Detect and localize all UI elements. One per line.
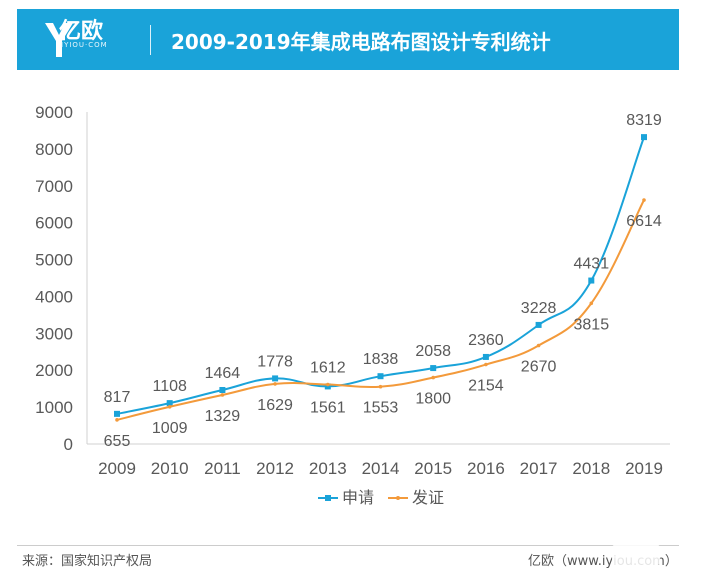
data-label: 6614 (626, 213, 662, 230)
x-tick-label: 2015 (414, 459, 452, 478)
series-point-grant (484, 362, 488, 367)
logo-subtitle: IYIOU·COM (61, 41, 108, 49)
data-label: 8319 (626, 112, 662, 129)
x-tick-label: 2018 (572, 459, 610, 478)
series-point-grant (167, 404, 172, 409)
series-line-0 (116, 136, 645, 415)
y-tick-label: 0 (64, 435, 73, 454)
x-tick-label: 2010 (151, 459, 189, 478)
series-point-apply (166, 400, 173, 407)
y-tick-label: 5000 (35, 251, 73, 270)
series-point-apply (641, 134, 647, 141)
series-point-apply (535, 321, 542, 328)
data-label: 4431 (574, 256, 610, 273)
data-label: 1561 (310, 399, 346, 416)
data-label: 1778 (257, 353, 293, 370)
data-label: 1329 (205, 408, 241, 425)
page-title: 2009-2019年集成电路布图设计专利统计 (171, 30, 551, 54)
y-tick-label: 9000 (35, 103, 73, 122)
y-tick-label: 3000 (35, 324, 73, 343)
y-tick-label: 2000 (35, 361, 73, 380)
header-banner: 亿欧 IYIOU·COM 2009-2019年集成电路布图设计专利统计 (17, 9, 679, 70)
series-point-apply (588, 277, 595, 284)
x-tick-label: 2009 (98, 459, 136, 478)
data-label: 1612 (310, 360, 346, 377)
data-label: 1553 (363, 400, 399, 417)
y-tick-label: 7000 (35, 177, 73, 196)
data-label: 3815 (574, 316, 610, 333)
y-tick-label: 6000 (35, 214, 73, 233)
data-label: 3228 (521, 300, 557, 317)
series-point-grant (431, 375, 436, 380)
data-label: 817 (104, 389, 131, 406)
series-point-apply (324, 383, 331, 390)
data-label: 2360 (468, 332, 504, 349)
data-label: 1009 (152, 420, 188, 437)
y-tick-label: 1000 (35, 398, 73, 417)
legend-label-apply: 申请 (342, 489, 374, 507)
watermark-overlay (612, 543, 660, 567)
series-line-1 (116, 199, 645, 421)
line-chart: 0 1000 2000 3000 4000 5000 6000 7000 8000 9000 200… (35, 103, 670, 507)
data-label: 1108 (152, 378, 187, 395)
data-label: 2058 (415, 343, 451, 360)
series-point-apply (272, 375, 279, 382)
series-point-apply (482, 353, 489, 360)
data-label: 1800 (415, 391, 451, 408)
series-point-grant (115, 418, 119, 422)
data-label: 1838 (363, 351, 399, 368)
legend-label-grant: 发证 (412, 489, 444, 507)
series-point-grant (326, 382, 330, 387)
series-point-apply (219, 386, 226, 393)
series-point-apply (377, 373, 384, 380)
x-tick-label: 2012 (256, 459, 294, 478)
y-tick-label: 4000 (35, 287, 73, 306)
logo-name: 亿欧 (59, 19, 104, 44)
y-tick-label: 8000 (35, 140, 73, 159)
x-tick-label: 2011 (204, 459, 241, 478)
legend-marker-grant (396, 496, 400, 500)
data-label: 655 (104, 433, 131, 450)
series-point-grant (273, 382, 277, 386)
x-tick-label: 2013 (309, 459, 347, 478)
source-note: 来源：国家知识产权局 (22, 554, 153, 569)
footer-divider (17, 545, 679, 546)
x-tick-label: 2016 (467, 459, 505, 478)
data-label: 1629 (257, 397, 293, 414)
series-point-apply (430, 365, 437, 372)
header-divider (150, 25, 151, 55)
series-point-grant (220, 393, 225, 397)
x-tick-label: 2017 (520, 459, 558, 478)
series-point-grant (536, 343, 541, 348)
series-point-grant (589, 301, 594, 306)
data-label: 2154 (468, 378, 504, 395)
data-label: 1464 (205, 365, 241, 382)
x-tick-label: 2019 (625, 459, 663, 478)
series-point-grant (378, 384, 383, 389)
x-tick-label: 2014 (362, 459, 400, 478)
series-point-grant (642, 198, 646, 202)
legend-marker-apply (325, 495, 331, 501)
data-label: 2670 (521, 359, 557, 376)
yiou-logo-icon (45, 23, 73, 57)
series-point-apply (114, 410, 120, 417)
